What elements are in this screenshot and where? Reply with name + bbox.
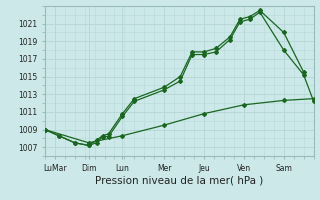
X-axis label: Pression niveau de la mer( hPa ): Pression niveau de la mer( hPa ) [95, 175, 263, 185]
